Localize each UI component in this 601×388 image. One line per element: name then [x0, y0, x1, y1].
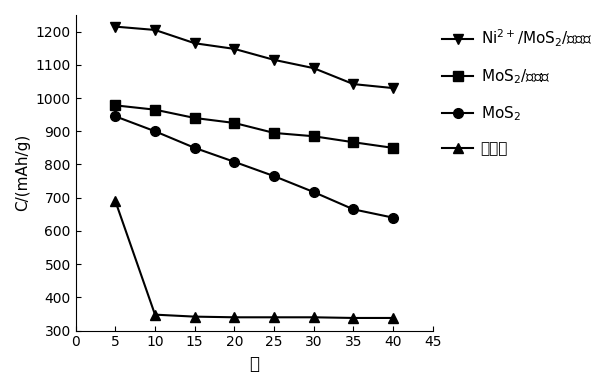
- X-axis label: 圈: 圈: [249, 355, 259, 373]
- Legend: Ni$^{2+}$/MoS$_2$/石墨烯, MoS$_2$/石墨烯, MoS$_2$, 石墨烯: Ni$^{2+}$/MoS$_2$/石墨烯, MoS$_2$/石墨烯, MoS$…: [436, 21, 598, 162]
- Y-axis label: C/(mAh/g): C/(mAh/g): [15, 134, 30, 211]
